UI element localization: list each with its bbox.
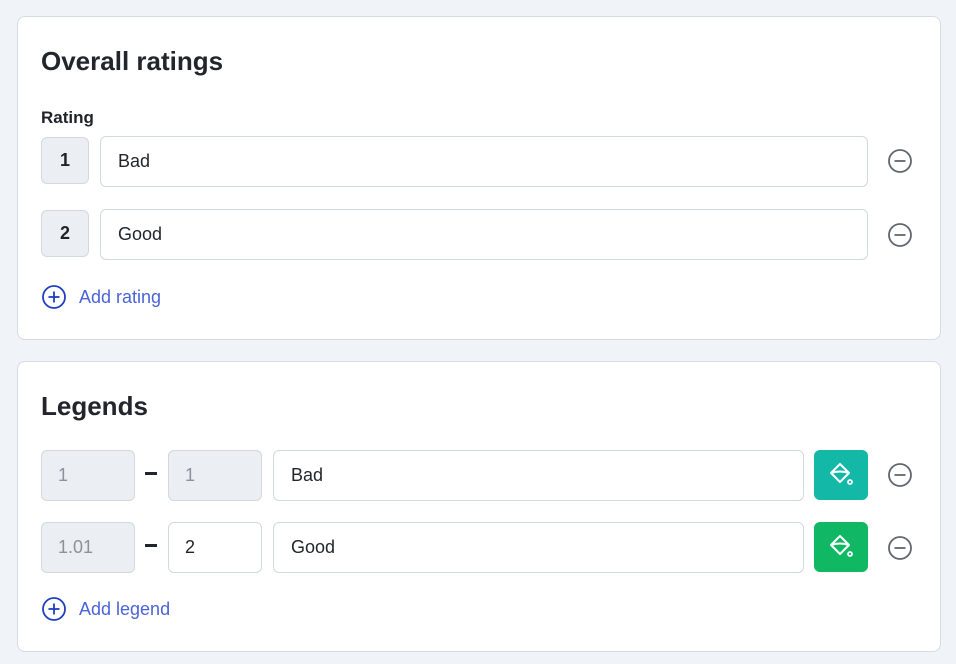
rating-text-input[interactable]: Bad: [100, 136, 868, 187]
section-title: Legends: [41, 391, 148, 421]
plus-circle-icon: [41, 596, 67, 622]
legends-card: Legends 1 1 Bad 1.01 2 Good Add legend: [17, 361, 941, 652]
rating-number: 2: [41, 210, 89, 257]
legend-text-input[interactable]: Bad: [273, 450, 804, 501]
minus-circle-icon[interactable]: [887, 148, 913, 174]
legend-from-input[interactable]: 1.01: [41, 522, 135, 573]
add-rating-button[interactable]: Add rating: [41, 284, 161, 310]
overall-ratings-card: Overall ratings Rating 1 Bad 2 Good Add …: [17, 16, 941, 340]
legend-text-input[interactable]: Good: [273, 522, 804, 573]
legend-color-button[interactable]: [814, 522, 868, 572]
rating-number: 1: [41, 137, 89, 184]
rating-text-input[interactable]: Good: [100, 209, 868, 260]
range-dash: [145, 544, 157, 547]
legend-from-input[interactable]: 1: [41, 450, 135, 501]
plus-circle-icon: [41, 284, 67, 310]
section-title: Overall ratings: [41, 46, 224, 76]
rating-label: Rating: [41, 108, 94, 127]
legend-to-input[interactable]: 1: [168, 450, 262, 501]
add-rating-label: Add rating: [79, 286, 162, 307]
paint-bucket-icon: [827, 461, 855, 489]
paint-bucket-icon: [827, 533, 855, 561]
minus-circle-icon[interactable]: [887, 222, 913, 248]
legend-color-button[interactable]: [814, 450, 868, 500]
add-legend-label: Add legend: [79, 598, 171, 619]
add-legend-button[interactable]: Add legend: [41, 596, 170, 622]
minus-circle-icon[interactable]: [887, 462, 913, 488]
range-dash: [145, 472, 157, 475]
legend-to-input[interactable]: 2: [168, 522, 262, 573]
minus-circle-icon[interactable]: [887, 535, 913, 561]
